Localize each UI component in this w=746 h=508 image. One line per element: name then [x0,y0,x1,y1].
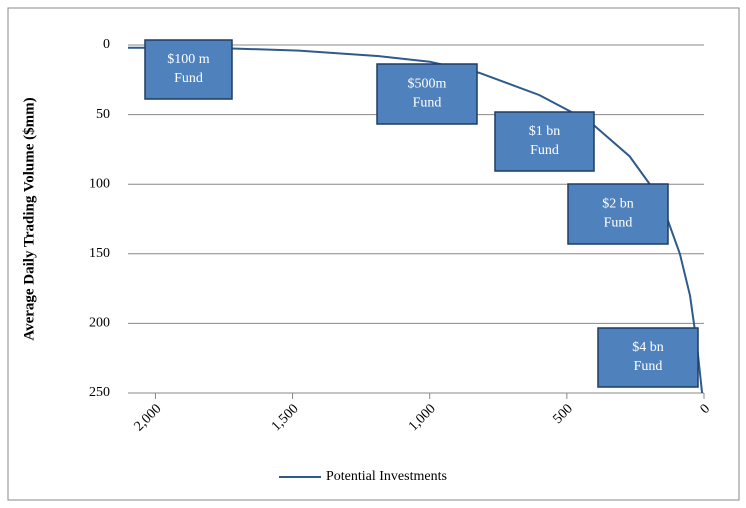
annotation-text: $1 bn [529,124,561,139]
annotation-text: Fund [413,96,442,111]
annotation-text: Fund [634,359,663,374]
annotation-text: Fund [530,143,559,158]
annotation-box [567,183,669,245]
y-tick-label: 150 [89,246,110,261]
y-tick-label: 0 [103,37,110,52]
annotation-text: $4 bn [632,340,664,355]
annotation-text: Fund [604,216,633,231]
y-tick-label: 250 [89,385,110,400]
y-tick-label: 50 [96,107,110,122]
annotation-text: $500m [408,77,447,92]
annotation-box [376,63,478,125]
annotation-text: $100 m [167,52,210,67]
annotation-box [144,39,233,100]
annotation-box [597,327,699,388]
y-tick-label: 200 [89,316,110,331]
annotation-text: $2 bn [602,197,634,212]
legend-label: Potential Investments [326,469,447,484]
y-axis-title: Average Daily Trading Volume ($mm) [21,97,37,340]
y-tick-label: 100 [89,176,110,191]
annotation-text: Fund [174,71,203,86]
annotation-box [494,111,595,172]
data-line [128,46,704,394]
